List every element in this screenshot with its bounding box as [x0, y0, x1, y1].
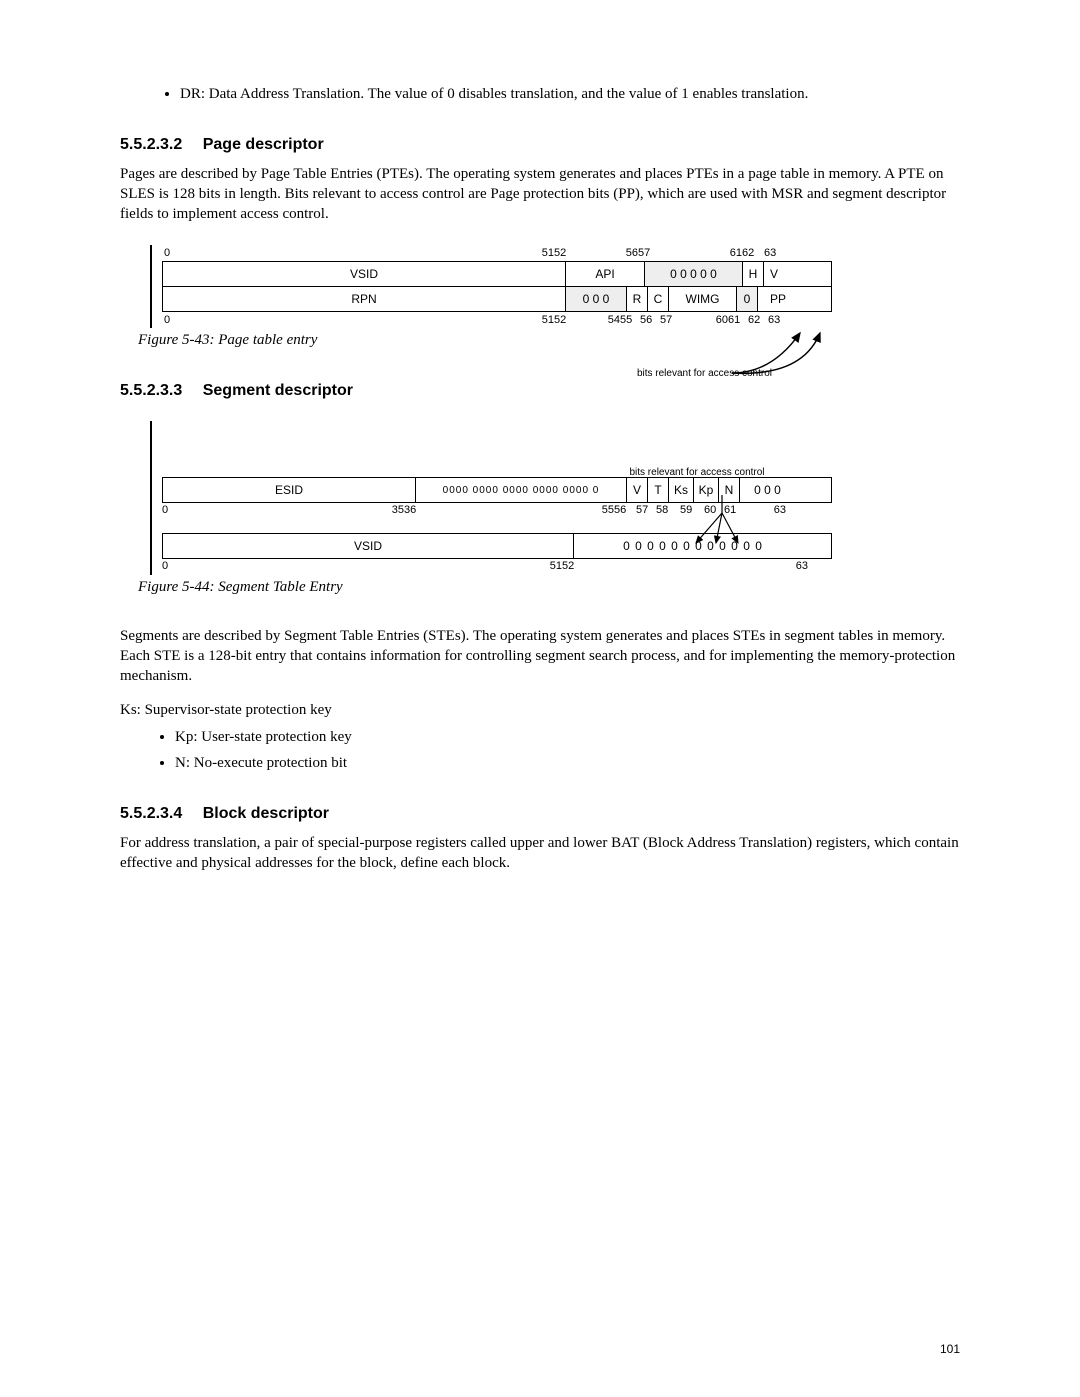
heading-number: 5.5.2.3.4 — [120, 803, 182, 825]
pte-z1: 0 — [737, 287, 758, 311]
ste-zeros1: 0000 0000 0000 0000 0000 0 — [416, 478, 627, 502]
heading-title: Segment descriptor — [203, 382, 353, 399]
ste-esid: ESID — [163, 478, 416, 502]
ste-arrows-icon — [642, 495, 802, 555]
ste-bits-2: 0 51 52 63 — [162, 559, 832, 575]
segment-descriptor-paragraph: Segments are described by Segment Table … — [120, 626, 960, 687]
heading-page-descriptor: 5.5.2.3.2 Page descriptor — [120, 134, 960, 156]
n-bullet: N: No-execute protection bit — [175, 753, 960, 773]
pte-z3: 0 0 0 — [566, 287, 627, 311]
ste-vsid: VSID — [163, 534, 574, 558]
kp-bullet: Kp: User-state protection key — [175, 727, 960, 747]
block-descriptor-paragraph: For address translation, a pair of speci… — [120, 833, 960, 874]
heading-number: 5.5.2.3.2 — [120, 134, 182, 156]
pte-wimg: WIMG — [669, 287, 737, 311]
heading-title: Page descriptor — [203, 136, 324, 153]
figure-5-44: bits relevant for access control ESID 00… — [150, 421, 960, 575]
ks-line: Ks: Supervisor-state protection key — [120, 700, 960, 720]
figure-5-43: 0 51 52 56 57 61 62 63 VSID API 0 0 0 0 … — [150, 245, 960, 328]
dr-bullet: DR: Data Address Translation. The value … — [180, 84, 960, 104]
figure-5-43-caption: Figure 5-43: Page table entry — [138, 330, 960, 350]
pte-zeros: 0 0 0 0 0 — [645, 262, 743, 286]
pte-row-1: VSID API 0 0 0 0 0 H V — [162, 261, 832, 287]
heading-title: Block descriptor — [203, 805, 329, 822]
heading-segment-descriptor: 5.5.2.3.3 Segment descriptor — [120, 380, 960, 402]
heading-number: 5.5.2.3.3 — [120, 380, 182, 402]
heading-block-descriptor: 5.5.2.3.4 Block descriptor — [120, 803, 960, 825]
pte-r: R — [627, 287, 648, 311]
pte-v: V — [764, 262, 784, 286]
pte-api: API — [566, 262, 645, 286]
ste-top-label: bits relevant for access control — [622, 467, 772, 478]
pte-c: C — [648, 287, 669, 311]
dr-bullet-list: DR: Data Address Translation. The value … — [120, 84, 960, 104]
segment-bullets: Kp: User-state protection key N: No-exec… — [120, 727, 960, 774]
page-descriptor-paragraph: Pages are described by Page Table Entrie… — [120, 164, 960, 225]
pte-h: H — [743, 262, 764, 286]
pte-rpn: RPN — [163, 287, 566, 311]
pte-bits-top: 0 51 52 56 57 61 62 63 — [152, 245, 832, 261]
pte-vsid: VSID — [163, 262, 566, 286]
pte-pp: PP — [758, 287, 798, 311]
pte-arrow-label: bits relevant for access control — [637, 367, 772, 381]
figure-5-44-caption: Figure 5-44: Segment Table Entry — [138, 577, 960, 597]
page-number: 101 — [940, 1341, 960, 1357]
pte-row-2: RPN 0 0 0 R C WIMG 0 PP — [162, 287, 832, 312]
